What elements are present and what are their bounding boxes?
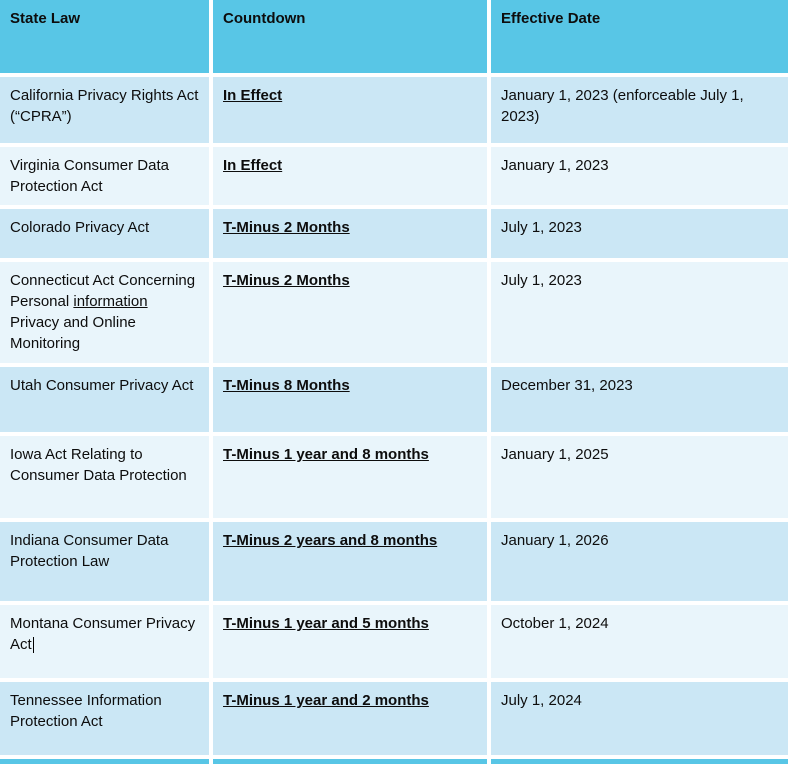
table-row: California Privacy Rights Act (“CPRA”) I…: [0, 73, 788, 147]
state-law-cell: Virginia Consumer Data Protection Act: [0, 143, 213, 209]
effective-date-cell: July 1, 2023: [487, 205, 788, 262]
table-row: Connecticut Act Concerning Personal info…: [0, 258, 788, 367]
state-law-cell: Utah Consumer Privacy Act: [0, 363, 213, 436]
table-row: Iowa Act Relating to Consumer Data Prote…: [0, 432, 788, 522]
effective-date-cell: January 1, 2025: [487, 432, 788, 522]
countdown-text: T-Minus 1 year and 8 months: [223, 446, 429, 463]
state-law-text: Virginia Consumer Data Protection Act: [10, 157, 169, 195]
state-law-text: California Privacy Rights Act (“CPRA”): [10, 87, 199, 125]
countdown-cell: In Effect: [209, 143, 491, 209]
state-law-text: Indiana Consumer Data Protection Law: [10, 532, 169, 570]
table-row: Utah Consumer Privacy Act T-Minus 8 Mont…: [0, 363, 788, 436]
table-footer: [0, 755, 788, 764]
table-body: California Privacy Rights Act (“CPRA”) I…: [0, 73, 788, 759]
effective-date-text: July 1, 2024: [501, 692, 582, 709]
footer-strip-row: [0, 755, 788, 764]
state-law-text: Iowa Act Relating to Consumer Data Prote…: [10, 446, 187, 484]
state-law-cell: Connecticut Act Concerning Personal info…: [0, 258, 213, 367]
countdown-cell: In Effect: [209, 73, 491, 147]
table-header: State Law Countdown Effective Date: [0, 0, 788, 77]
state-law-cell: Indiana Consumer Data Protection Law: [0, 518, 213, 605]
effective-date-cell: July 1, 2024: [487, 678, 788, 759]
state-law-text: Montana Consumer Privacy Act: [10, 615, 196, 653]
countdown-text: T-Minus 1 year and 2 months: [223, 692, 429, 709]
effective-date-text: January 1, 2026: [501, 532, 609, 549]
state-law-text: Privacy and Online Monitoring: [10, 314, 136, 352]
header-effective-date: Effective Date: [487, 0, 788, 77]
table-row: Indiana Consumer Data Protection Law T-M…: [0, 518, 788, 605]
state-law-cell: Colorado Privacy Act: [0, 205, 213, 262]
countdown-cell: T-Minus 8 Months: [209, 363, 491, 436]
table-row: Montana Consumer Privacy Act T-Minus 1 y…: [0, 601, 788, 682]
countdown-cell: T-Minus 2 Months: [209, 205, 491, 262]
table-row: Tennessee Information Protection Act T-M…: [0, 678, 788, 759]
countdown-cell: T-Minus 1 year and 5 months: [209, 601, 491, 682]
countdown-cell: T-Minus 2 Months: [209, 258, 491, 367]
text-cursor: [32, 637, 35, 653]
state-law-text: Colorado Privacy Act: [10, 219, 150, 236]
countdown-text: T-Minus 2 Months: [223, 219, 350, 236]
countdown-cell: T-Minus 1 year and 2 months: [209, 678, 491, 759]
state-law-cell: Iowa Act Relating to Consumer Data Prote…: [0, 432, 213, 522]
effective-date-cell: January 1, 2023 (enforceable July 1, 202…: [487, 73, 788, 147]
underlined-word: information: [73, 293, 148, 310]
effective-date-cell: January 1, 2023: [487, 143, 788, 209]
countdown-cell: T-Minus 2 years and 8 months: [209, 518, 491, 605]
header-row: State Law Countdown Effective Date: [0, 0, 788, 77]
state-law-text: Connecticut Act Concerning Personal: [10, 272, 196, 310]
effective-date-text: October 1, 2024: [501, 615, 609, 632]
effective-date-text: July 1, 2023: [501, 272, 582, 289]
countdown-text: T-Minus 1 year and 5 months: [223, 615, 429, 632]
countdown-cell: T-Minus 1 year and 8 months: [209, 432, 491, 522]
table-row: Virginia Consumer Data Protection Act In…: [0, 143, 788, 209]
effective-date-text: January 1, 2023 (enforceable July 1, 202…: [501, 87, 744, 125]
state-law-cell: California Privacy Rights Act (“CPRA”): [0, 73, 213, 147]
effective-date-cell: December 31, 2023: [487, 363, 788, 436]
footer-strip-cell: [487, 755, 788, 764]
countdown-text: In Effect: [223, 87, 283, 104]
state-law-cell: Montana Consumer Privacy Act: [0, 601, 213, 682]
effective-date-text: July 1, 2023: [501, 219, 582, 236]
effective-date-text: January 1, 2023: [501, 157, 609, 174]
table-row: Colorado Privacy Act T-Minus 2 Months Ju…: [0, 205, 788, 262]
footer-strip-cell: [0, 755, 213, 764]
state-law-cell: Tennessee Information Protection Act: [0, 678, 213, 759]
countdown-text: T-Minus 2 Months: [223, 272, 350, 289]
effective-date-text: January 1, 2025: [501, 446, 609, 463]
effective-date-cell: January 1, 2026: [487, 518, 788, 605]
footer-strip-cell: [209, 755, 491, 764]
header-state-law: State Law: [0, 0, 213, 77]
effective-date-cell: July 1, 2023: [487, 258, 788, 367]
effective-date-text: December 31, 2023: [501, 377, 633, 394]
countdown-text: In Effect: [223, 157, 283, 174]
state-law-text: Tennessee Information Protection Act: [10, 692, 162, 730]
countdown-text: T-Minus 2 years and 8 months: [223, 532, 438, 549]
countdown-text: T-Minus 8 Months: [223, 377, 350, 394]
effective-date-cell: October 1, 2024: [487, 601, 788, 682]
state-law-text: Utah Consumer Privacy Act: [10, 377, 194, 394]
header-countdown: Countdown: [209, 0, 491, 77]
